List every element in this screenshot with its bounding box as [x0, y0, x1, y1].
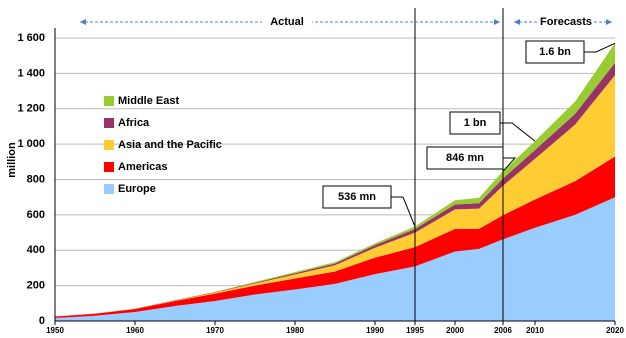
label-bg [538, 14, 594, 30]
arrow-head [494, 19, 500, 25]
legend-label: Africa [118, 117, 150, 129]
arrow-head [514, 19, 520, 25]
callout-box [525, 40, 585, 64]
y-tick-label: 1 600 [17, 32, 45, 44]
arrow-head [80, 19, 86, 25]
legend-swatch [104, 118, 114, 128]
callout-text: 846 mn [446, 152, 484, 164]
y-tick-label: 400 [27, 244, 45, 256]
legend-swatch [104, 184, 114, 194]
x-tick-label: 2000 [446, 326, 464, 335]
callout-line [500, 122, 536, 142]
x-tick-label: 1950 [46, 326, 64, 335]
callout-box [426, 146, 504, 170]
legend-swatch [104, 162, 114, 172]
x-tick-label: 1960 [126, 326, 144, 335]
callout-line [391, 196, 416, 227]
x-tick-label: 2006 [494, 326, 512, 335]
callout-line [502, 157, 517, 172]
legend-label: Asia and the Pacific [118, 139, 222, 151]
period-label: Actual [270, 16, 304, 28]
y-axis-label: million [6, 142, 18, 178]
legend-label: Europe [118, 183, 156, 195]
x-tick-label: 1995 [406, 326, 424, 335]
label-bg [262, 14, 312, 30]
x-tick-label: 1970 [206, 326, 224, 335]
legend-label: Middle East [118, 95, 179, 107]
legend-swatch [104, 96, 114, 106]
callout-text: 1.6 bn [539, 46, 571, 58]
callout-box [322, 185, 392, 209]
y-tick-label: 800 [27, 173, 45, 185]
x-tick-label: 2010 [526, 326, 544, 335]
period-label: Forecasts [540, 16, 592, 28]
callout-text: 536 mn [338, 191, 376, 203]
y-tick-label: 1 000 [17, 138, 45, 150]
area [55, 197, 615, 321]
x-tick-label: 1990 [366, 326, 384, 335]
callout-line [584, 42, 616, 53]
callout-text: 1 bn [464, 117, 487, 129]
y-tick-label: 1 400 [17, 67, 45, 79]
legend-swatch [104, 140, 114, 150]
callout-box [449, 111, 501, 135]
arrow-head [606, 19, 612, 25]
y-tick-label: 200 [27, 280, 45, 292]
y-tick-label: 0 [39, 315, 45, 327]
y-tick-label: 1 200 [17, 103, 45, 115]
x-tick-label: 2020 [606, 326, 624, 335]
y-tick-label: 600 [27, 209, 45, 221]
legend-label: Americas [118, 161, 168, 173]
x-tick-label: 1980 [286, 326, 304, 335]
